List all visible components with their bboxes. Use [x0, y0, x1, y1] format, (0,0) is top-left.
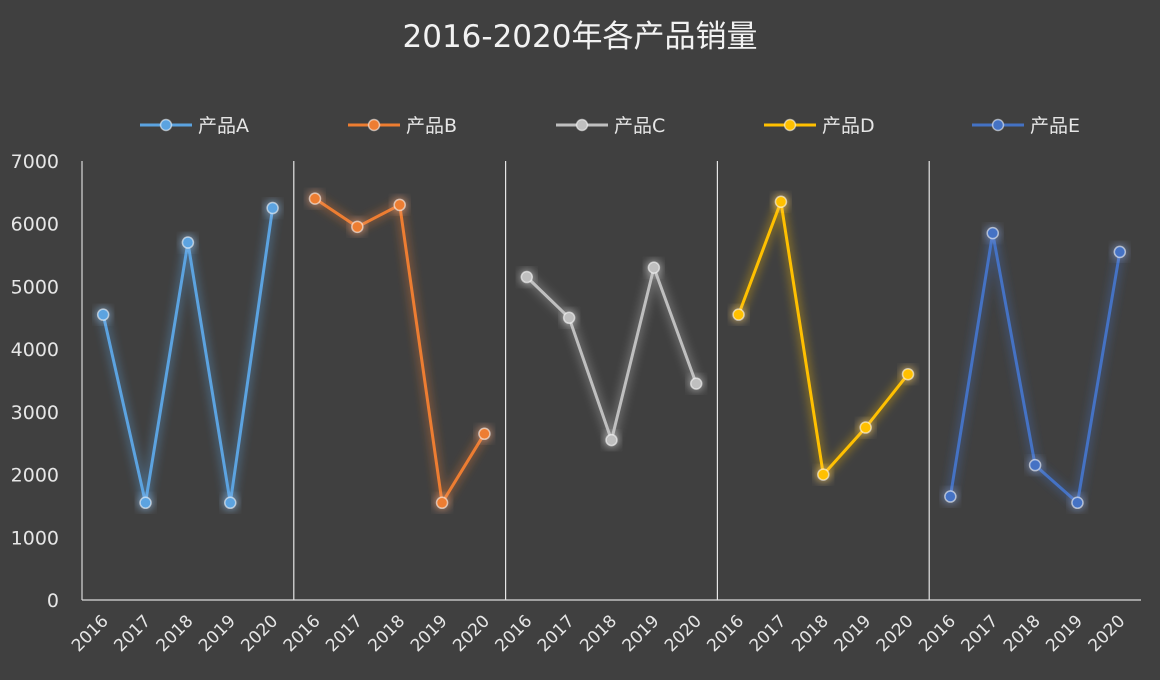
- x-tick-label: 2016: [703, 611, 748, 656]
- x-tick-label: 2019: [830, 611, 875, 656]
- x-tick-label: 2016: [915, 611, 960, 656]
- x-tick-label: 2019: [407, 611, 452, 656]
- x-tick-label: 2017: [322, 611, 367, 656]
- legend-marker: [991, 118, 1005, 132]
- series-line: [737, 200, 910, 477]
- x-tick-label: 2020: [1085, 611, 1130, 656]
- legend-label: 产品C: [614, 115, 665, 137]
- data-point: [986, 226, 999, 240]
- series-line: [101, 207, 275, 505]
- y-tick-label: 2000: [11, 465, 59, 487]
- data-point: [351, 220, 364, 234]
- data-point: [944, 490, 957, 503]
- legend-item-4: 产品D: [764, 115, 875, 137]
- x-tick-label: 2019: [619, 611, 664, 656]
- y-tick-label: 4000: [11, 339, 59, 361]
- series-line: [314, 197, 486, 505]
- data-point: [901, 367, 915, 381]
- legend-label: 产品E: [1030, 115, 1080, 137]
- y-tick-label: 6000: [11, 214, 59, 236]
- data-point: [689, 377, 703, 390]
- legend-item-5: 产品E: [972, 115, 1080, 137]
- x-tick-label: 2016: [492, 611, 537, 656]
- data-point: [562, 311, 576, 325]
- legend-label: 产品D: [822, 115, 875, 137]
- data-point: [1071, 496, 1084, 510]
- data-point: [224, 496, 237, 510]
- series-line: [525, 266, 698, 442]
- x-tick-label: 2019: [195, 611, 240, 656]
- y-tick-label: 7000: [11, 151, 59, 173]
- series-1: [96, 201, 279, 510]
- x-tick-label: 2020: [873, 611, 918, 656]
- legend-item-1: 产品A: [140, 115, 249, 137]
- plot-area: [96, 161, 1127, 600]
- legend-label: 产品B: [406, 115, 457, 137]
- data-point: [266, 201, 279, 215]
- x-tick-label: 2020: [661, 611, 706, 656]
- x-tick-label: 2018: [153, 611, 198, 656]
- data-point: [774, 195, 788, 209]
- chart-title: 2016-2020年各产品销量: [403, 19, 758, 55]
- y-tick-label: 1000: [11, 527, 59, 549]
- x-tick-label: 2018: [788, 611, 833, 656]
- legend-item-2: 产品B: [348, 115, 457, 137]
- x-tick-label: 2017: [534, 611, 579, 656]
- data-point: [308, 192, 322, 205]
- data-point: [478, 427, 491, 441]
- series-2: [308, 192, 491, 510]
- x-tick-label: 2019: [1042, 611, 1087, 656]
- y-tick-label: 3000: [11, 402, 59, 424]
- x-tick-label: 2018: [1000, 611, 1045, 656]
- series-4: [732, 195, 915, 481]
- legend-marker: [783, 118, 797, 132]
- legend-label: 产品A: [198, 115, 249, 137]
- data-point: [647, 261, 661, 274]
- legend-marker: [367, 118, 381, 132]
- x-tick-label: 2018: [365, 611, 410, 656]
- x-tick-label: 2017: [958, 611, 1003, 656]
- data-point: [520, 270, 534, 284]
- data-point: [1028, 458, 1042, 472]
- x-tick-label: 2016: [68, 611, 113, 656]
- x-tick-label: 2018: [576, 611, 621, 656]
- data-point: [435, 496, 449, 510]
- y-tick-label: 5000: [11, 276, 59, 298]
- series-3: [520, 261, 703, 447]
- legend-item-3: 产品C: [556, 115, 665, 137]
- data-point: [139, 496, 152, 510]
- data-point: [732, 308, 745, 321]
- data-point: [96, 308, 110, 321]
- data-point: [605, 433, 618, 447]
- data-point: [859, 421, 872, 434]
- data-point: [1113, 245, 1127, 259]
- x-axis: 2016201720182019202020162017201820192020…: [68, 599, 1141, 656]
- x-tick-label: 2016: [280, 611, 325, 656]
- x-tick-label: 2020: [237, 611, 282, 656]
- legend: 产品A 产品B 产品C 产品D 产品E: [140, 115, 1080, 137]
- data-point: [393, 198, 406, 212]
- legend-marker: [575, 118, 589, 132]
- x-tick-label: 2017: [110, 611, 155, 656]
- x-tick-label: 2017: [746, 611, 791, 656]
- x-tick-label: 2020: [449, 611, 494, 656]
- legend-marker: [159, 118, 173, 132]
- y-axis: 0 1000 2000 3000 4000 5000 6000 7000: [11, 151, 83, 612]
- y-tick-label: 0: [47, 590, 59, 612]
- data-point: [181, 236, 195, 249]
- data-point: [817, 468, 830, 481]
- series-5: [944, 226, 1127, 510]
